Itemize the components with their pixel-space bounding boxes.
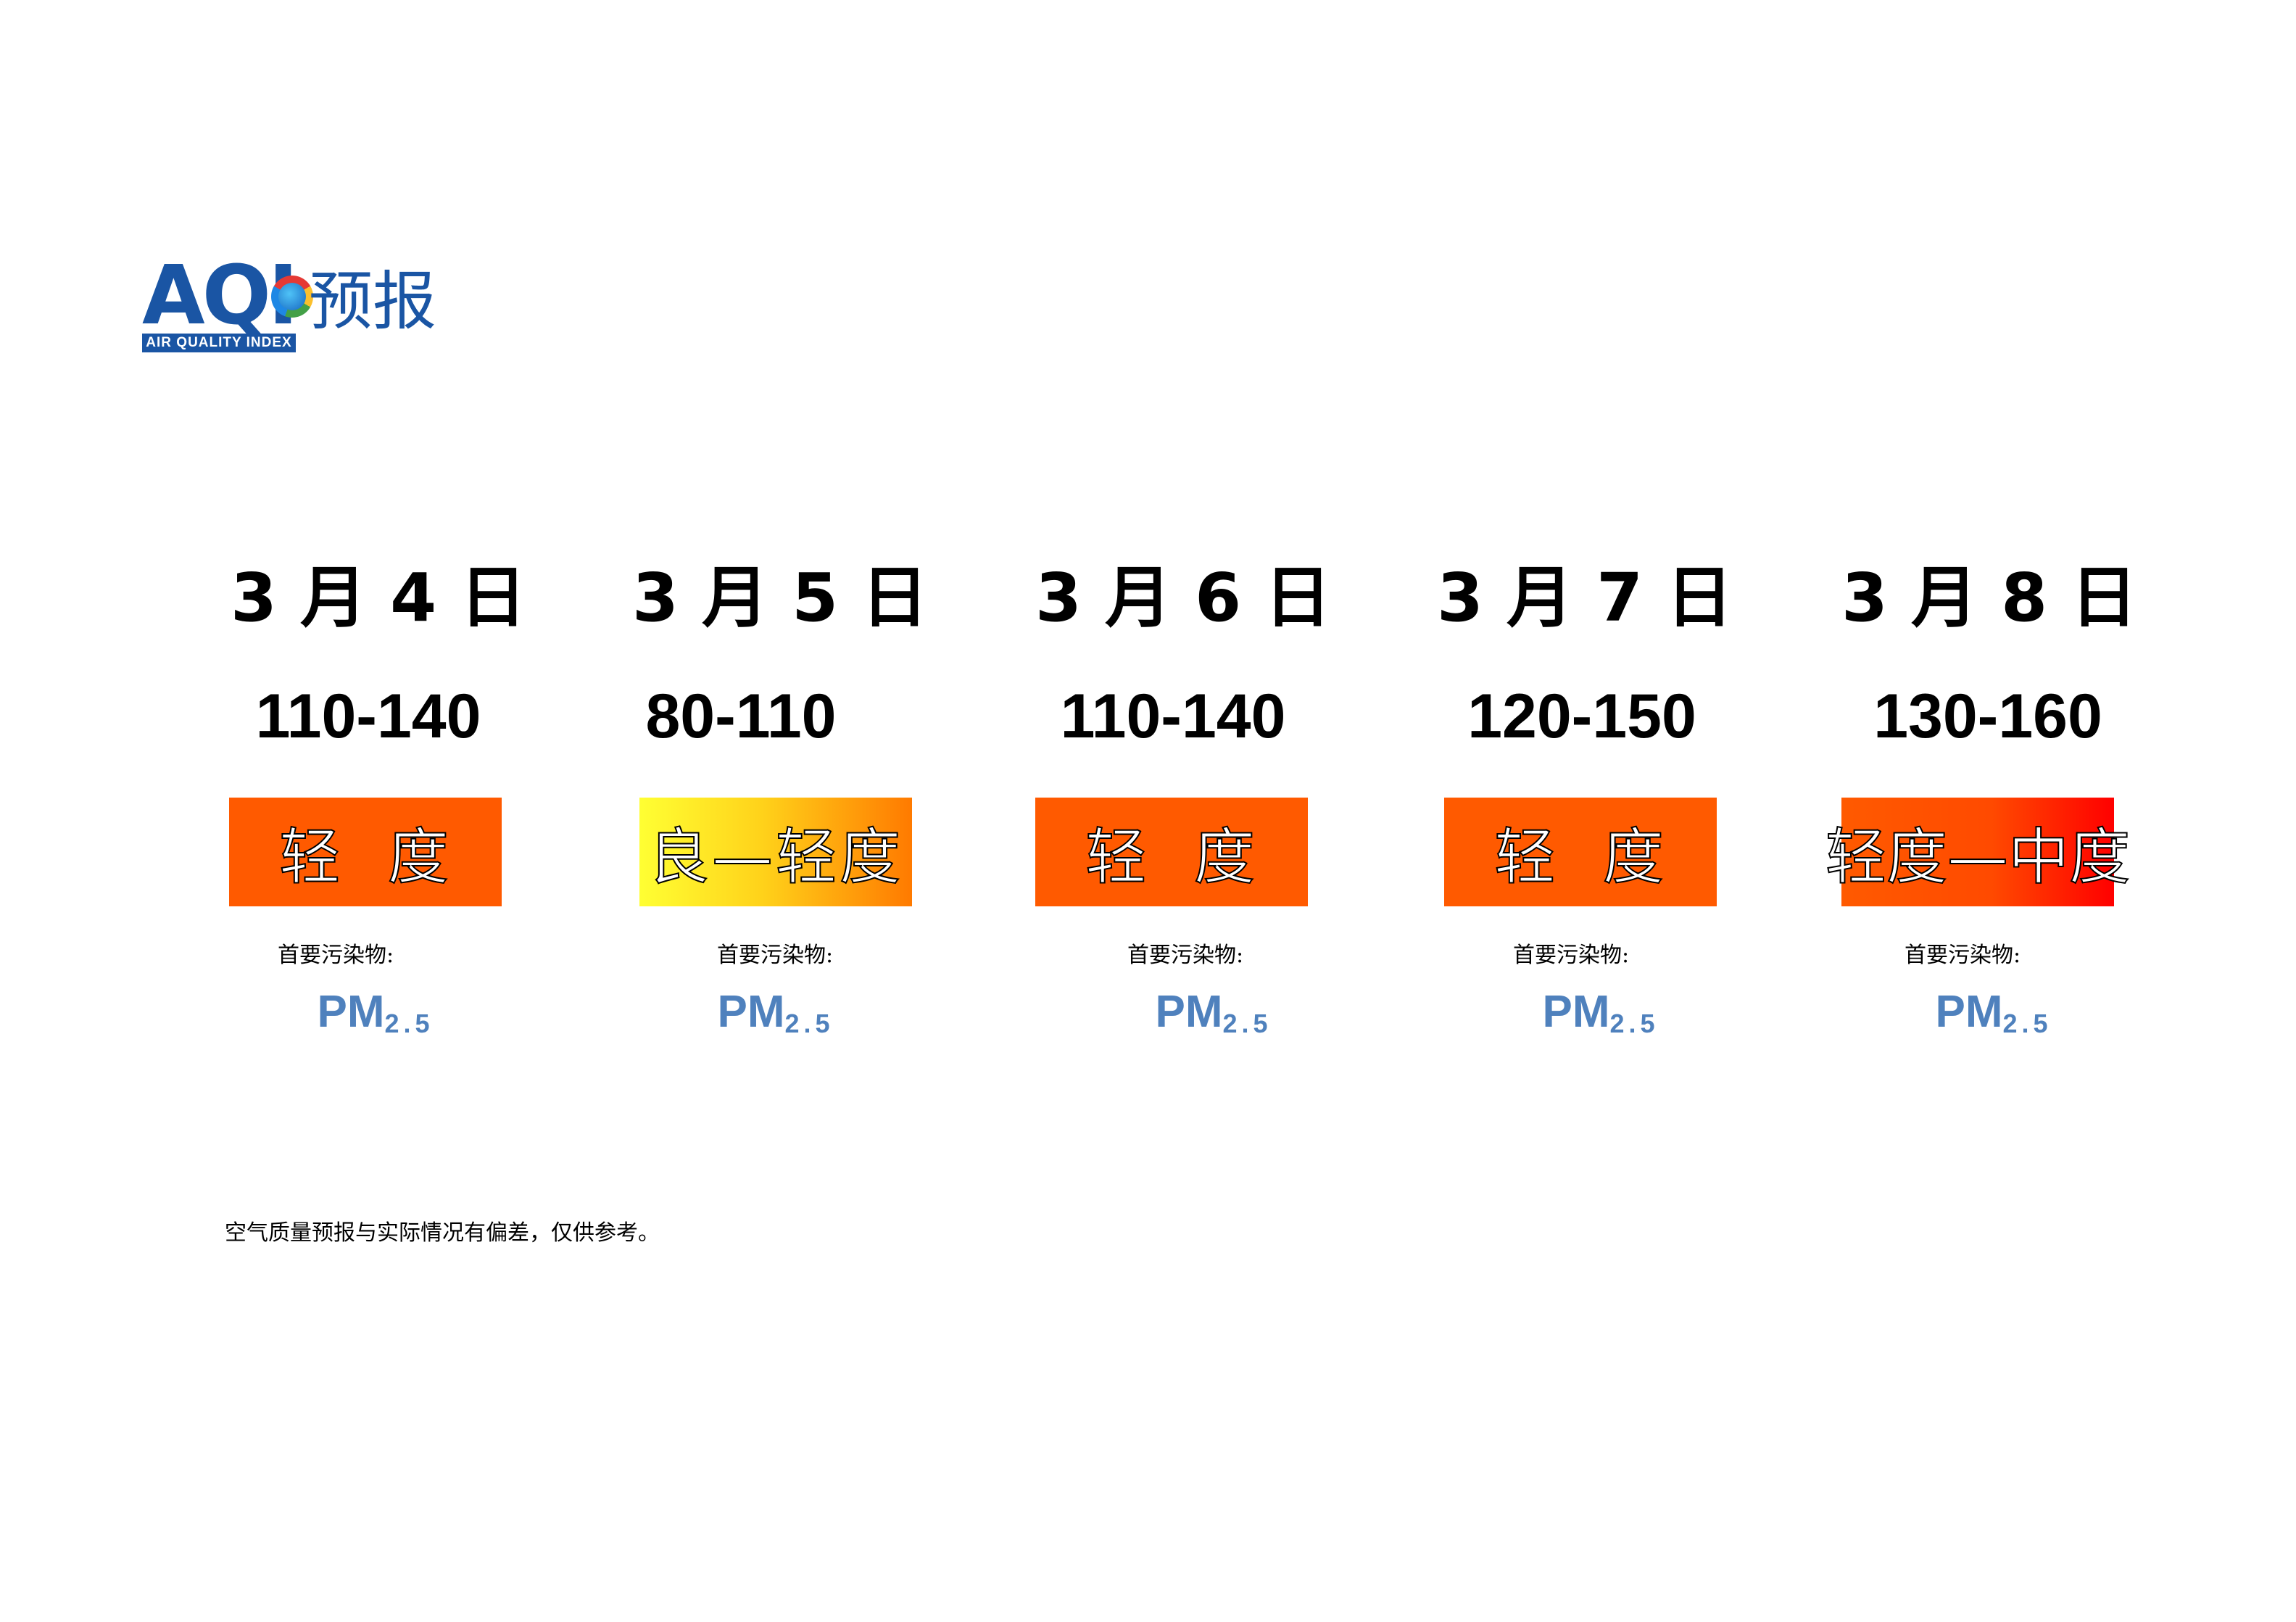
- logo-letter-a: A: [142, 249, 205, 343]
- primary-pollutant-label: 首要污染物:: [1513, 943, 1630, 968]
- aqi-range: 130-160: [1873, 682, 2102, 751]
- forecast-day: 3 月 6 日 110-140 轻 度 首要污染物: PM2.5: [1035, 558, 1332, 1066]
- primary-pollutant-label: 首要污染物:: [717, 943, 834, 968]
- aqi-range: 120-150: [1467, 682, 1696, 751]
- logo-tagline: AIR QUALITY INDEX: [142, 334, 296, 352]
- forecast-date: 3 月 4 日: [231, 559, 527, 637]
- pollution-level-badge: 轻 度: [229, 798, 502, 906]
- pollutant-name: PM: [317, 987, 385, 1037]
- aqi-range: 110-140: [255, 682, 481, 751]
- pollutant-name: PM: [717, 987, 785, 1037]
- primary-pollutant-label: 首要污染物:: [278, 943, 394, 968]
- forecast-date: 3 月 5 日: [632, 559, 929, 637]
- forecast-date: 3 月 6 日: [1035, 559, 1332, 637]
- primary-pollutant-label: 首要污染物:: [1905, 943, 2021, 968]
- pollutant-name: PM: [1935, 987, 2003, 1037]
- primary-pollutant: PM2.5: [1463, 986, 1738, 1039]
- forecast-day: 3 月 4 日 110-140 轻 度 首要污染物: PM2.5: [229, 558, 527, 1066]
- pollutant-subscript: 2.5: [384, 1009, 434, 1038]
- logo-letter-q: Q: [202, 249, 271, 343]
- aqi-range: 110-140: [1060, 682, 1286, 751]
- forecast-date: 3 月 8 日: [1841, 559, 2138, 637]
- pollutant-subscript: 2.5: [2002, 1009, 2052, 1038]
- primary-pollutant-label: 首要污染物:: [1127, 943, 1244, 968]
- pollutant-name: PM: [1155, 987, 1223, 1037]
- primary-pollutant: PM2.5: [238, 986, 513, 1039]
- pollutant-subscript: 2.5: [1609, 1009, 1659, 1038]
- globe-icon: [271, 276, 313, 318]
- forecast-date: 3 月 7 日: [1437, 559, 1733, 637]
- forecast-day: 3 月 7 日 120-150 轻 度 首要污染物: PM2.5: [1437, 558, 1733, 1066]
- pollution-level-badge: 良—轻度: [639, 798, 912, 906]
- forecast-day: 3 月 5 日 80-110 良—轻度 首要污染物: PM2.5: [632, 558, 929, 1066]
- aqi-range: 80-110: [645, 682, 837, 751]
- pollution-level-badge: 轻 度: [1035, 798, 1308, 906]
- pollution-level-badge: 轻 度: [1444, 798, 1717, 906]
- page-title: 预报: [309, 264, 437, 339]
- aqi-wordmark: AQI: [142, 249, 299, 343]
- pollutant-subscript: 2.5: [784, 1009, 834, 1038]
- forecast-day: 3 月 8 日 130-160 轻度—中度 首要污染物: PM2.5: [1825, 558, 2138, 1066]
- pollutant-name: PM: [1542, 987, 1610, 1037]
- aqi-logo: AQI AIR QUALITY INDEX 预报: [142, 249, 447, 354]
- pollution-level-badge: 轻度—中度: [1825, 798, 2131, 906]
- disclaimer: 空气质量预报与实际情况有偏差，仅供参考。: [225, 1220, 660, 1246]
- primary-pollutant: PM2.5: [1856, 986, 2131, 1039]
- primary-pollutant: PM2.5: [638, 986, 913, 1039]
- pollutant-subscript: 2.5: [1222, 1009, 1272, 1038]
- primary-pollutant: PM2.5: [1076, 986, 1351, 1039]
